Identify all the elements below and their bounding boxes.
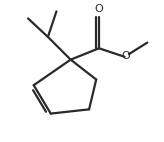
Text: O: O [121, 51, 130, 61]
Text: O: O [95, 4, 103, 13]
